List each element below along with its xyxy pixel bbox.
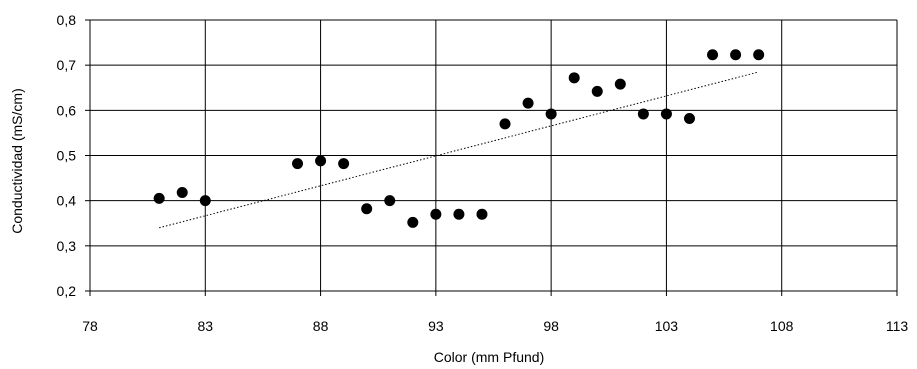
tick-labels: 0,2 0,3 0,4 0,5 0,6 0,7 0,8 78 83 88 93 98 103 108 113 — [57, 12, 909, 334]
data-point — [476, 209, 487, 220]
x-tick-label: 103 — [655, 318, 679, 334]
data-point — [200, 195, 211, 206]
data-point — [661, 108, 672, 119]
x-tick-label: 108 — [770, 318, 794, 334]
x-tick-label: 93 — [428, 318, 444, 334]
data-point — [615, 79, 626, 90]
y-tick-label: 0,5 — [57, 148, 77, 164]
y-axis-title: Conductividad (mS/cm) — [9, 88, 25, 234]
data-point — [569, 72, 580, 83]
y-tick-label: 0,3 — [57, 238, 77, 254]
y-tick-label: 0,7 — [57, 57, 77, 73]
data-point — [546, 108, 557, 119]
data-point — [730, 49, 741, 60]
data-point — [753, 49, 764, 60]
y-tick-label: 0,2 — [57, 283, 77, 299]
x-tick-label: 78 — [82, 318, 98, 334]
y-tick-label: 0,8 — [57, 12, 77, 28]
x-tick-label: 88 — [313, 318, 329, 334]
data-point — [430, 209, 441, 220]
data-point — [361, 203, 372, 214]
x-tick-label: 113 — [886, 318, 909, 334]
data-point — [177, 187, 188, 198]
data-point — [707, 49, 718, 60]
x-tick-label: 98 — [543, 318, 559, 334]
data-point — [500, 118, 511, 129]
axes — [85, 20, 897, 296]
data-point — [315, 155, 326, 166]
trendline — [159, 72, 758, 228]
data-point — [638, 108, 649, 119]
data-point — [453, 209, 464, 220]
data-point — [154, 193, 165, 204]
x-tick-label: 83 — [197, 318, 213, 334]
data-point — [292, 158, 303, 169]
data-point — [523, 98, 534, 109]
data-point — [592, 86, 603, 97]
y-tick-label: 0,4 — [57, 193, 77, 209]
trendline-group — [159, 72, 758, 228]
data-point — [407, 217, 418, 228]
data-point — [684, 113, 695, 124]
y-tick-label: 0,6 — [57, 102, 77, 118]
x-axis-title: Color (mm Pfund) — [434, 349, 544, 365]
grid — [90, 20, 897, 291]
data-point — [384, 195, 395, 206]
data-point — [338, 158, 349, 169]
